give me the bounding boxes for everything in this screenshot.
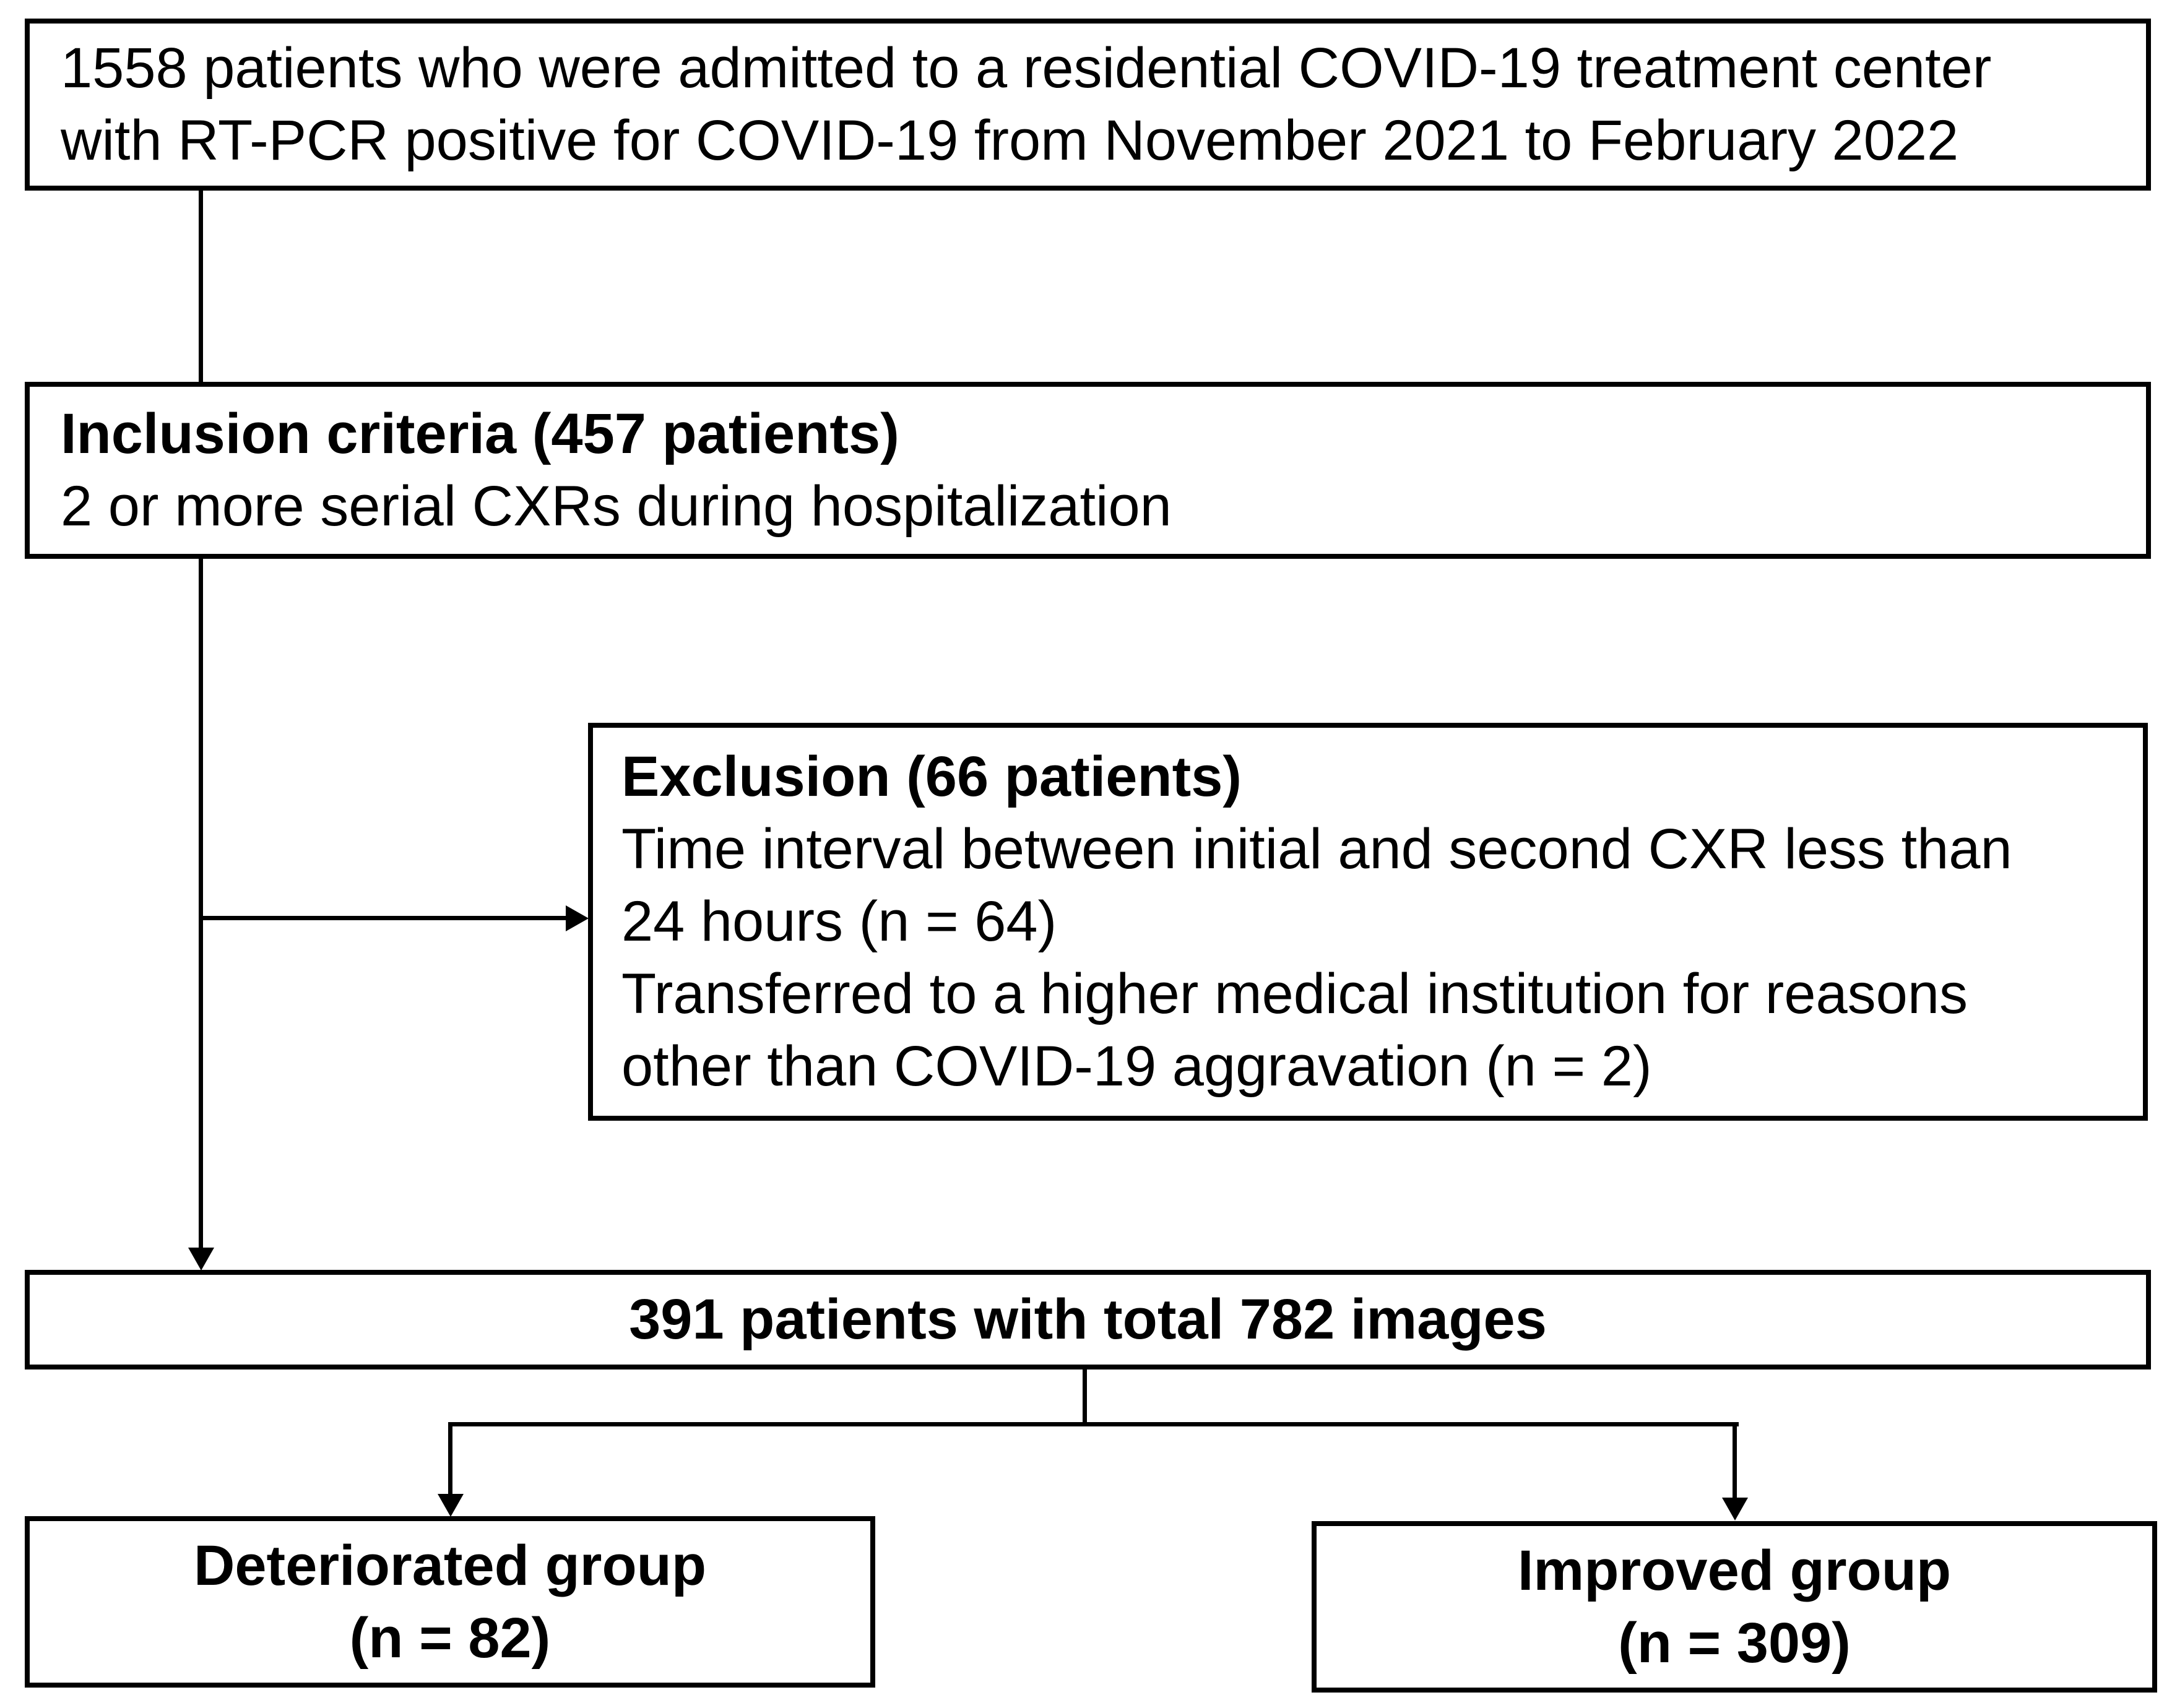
connector-inclusion-to-eligible <box>199 558 203 1249</box>
improved-label: Improved group <box>1517 1538 1952 1602</box>
admitted-text-line-2: with RT-PCR positive for COVID-19 from N… <box>61 109 1959 172</box>
improved-count: (n = 309) <box>1618 1611 1851 1675</box>
connector-to-deteriorated <box>448 1422 452 1495</box>
connector-to-exclusion <box>199 916 568 920</box>
connector-to-improved <box>1733 1422 1737 1499</box>
exclusion-box: Exclusion (66 patients) Time interval be… <box>588 723 2148 1121</box>
exclusion-detail-line-3: Transferred to a higher medical institut… <box>621 962 1968 1025</box>
improved-group-box: Improved group (n = 309) <box>1312 1521 2157 1693</box>
connector-eligible-stub <box>1083 1368 1087 1426</box>
arrowhead-into-eligible-icon <box>188 1248 214 1270</box>
admitted-patients-box: 1558 patients who were admitted to a res… <box>25 19 2151 191</box>
arrowhead-into-deteriorated-icon <box>438 1494 464 1517</box>
exclusion-detail-line-1: Time interval between initial and second… <box>621 817 2012 881</box>
deteriorated-label: Deteriorated group <box>193 1533 707 1597</box>
inclusion-body: 2 or more serial CXRs during hospitaliza… <box>61 475 1172 538</box>
inclusion-criteria-box: Inclusion criteria (457 patients) 2 or m… <box>25 382 2151 559</box>
arrowhead-into-improved-icon <box>1722 1498 1748 1520</box>
eligible-patients-box: 391 patients with total 782 images <box>25 1270 2151 1369</box>
connector-admitted-to-inclusion <box>199 189 203 383</box>
arrowhead-into-exclusion-icon <box>566 905 589 931</box>
exclusion-detail-line-4: other than COVID-19 aggravation (n = 2) <box>621 1035 1652 1098</box>
deteriorated-count: (n = 82) <box>349 1606 551 1670</box>
connector-split-bar <box>448 1422 1739 1426</box>
exclusion-heading: Exclusion (66 patients) <box>621 745 1242 808</box>
exclusion-detail-line-2: 24 hours (n = 64) <box>621 890 1057 953</box>
admitted-text-line-1: 1558 patients who were admitted to a res… <box>61 37 1992 100</box>
eligible-text: 391 patients with total 782 images <box>629 1288 1547 1351</box>
inclusion-heading: Inclusion criteria (457 patients) <box>61 402 899 465</box>
deteriorated-group-box: Deteriorated group (n = 82) <box>25 1516 875 1688</box>
